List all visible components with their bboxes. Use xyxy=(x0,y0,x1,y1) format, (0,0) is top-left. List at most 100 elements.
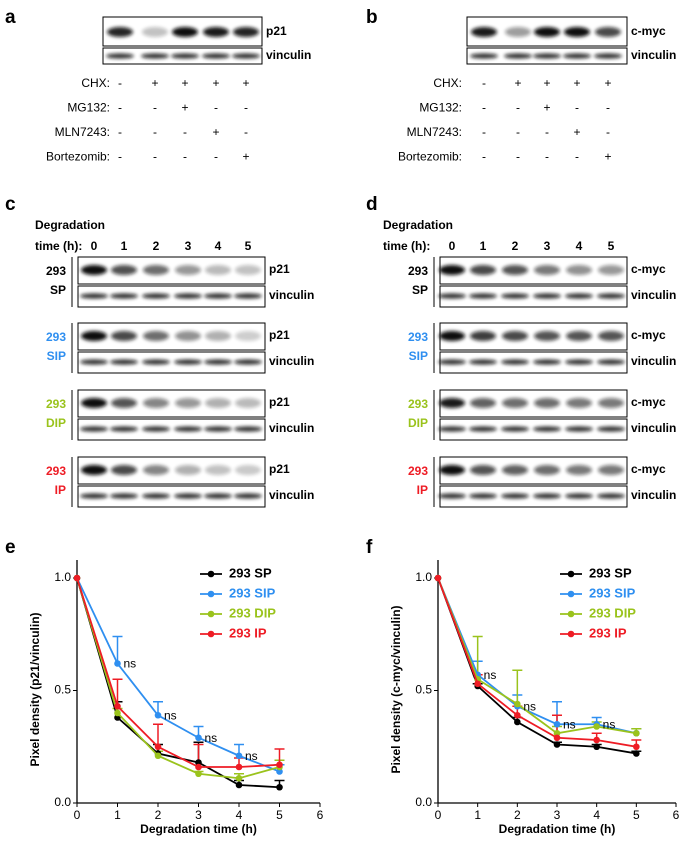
band xyxy=(81,398,107,408)
data-point xyxy=(474,680,481,688)
legend-label: 293 SP xyxy=(589,565,632,580)
target-label: vinculin xyxy=(631,48,676,62)
condition-mark: - xyxy=(606,125,610,139)
row-kind: SIP xyxy=(409,349,428,363)
series-line xyxy=(437,577,637,735)
error-bar xyxy=(112,635,123,664)
target-label: c-myc xyxy=(631,328,666,342)
band xyxy=(110,426,138,432)
band xyxy=(80,426,108,432)
band xyxy=(597,293,625,299)
x-tick-label: 5 xyxy=(276,808,283,822)
band xyxy=(204,493,232,499)
data-point xyxy=(593,736,600,744)
series-line xyxy=(76,577,280,768)
band xyxy=(107,27,133,37)
band xyxy=(110,493,138,499)
band xyxy=(204,359,232,365)
band xyxy=(174,426,202,432)
data-point xyxy=(114,660,121,667)
condition-mark: + xyxy=(573,76,580,90)
condition-mark: + xyxy=(573,125,580,139)
time-label: 0 xyxy=(91,239,98,253)
time-label: 1 xyxy=(480,239,487,253)
target-label: p21 xyxy=(269,262,290,276)
legend-swatch xyxy=(567,610,575,618)
band xyxy=(205,398,231,408)
band xyxy=(439,398,465,408)
row-kind: IP xyxy=(417,483,428,497)
annotation: ns xyxy=(124,657,137,671)
data-point xyxy=(553,734,561,742)
x-tick-label: 5 xyxy=(633,808,640,822)
annotation: ns xyxy=(484,668,497,682)
condition-mark: - xyxy=(183,125,187,139)
time-label: 5 xyxy=(608,239,615,253)
condition-mark: + xyxy=(242,150,249,164)
band xyxy=(469,493,497,499)
x-tick-label: 0 xyxy=(435,808,442,822)
band xyxy=(142,27,168,37)
panel-letter: e xyxy=(5,537,16,558)
legend-swatch xyxy=(567,590,575,598)
band xyxy=(563,53,591,59)
blot-frame xyxy=(77,389,266,418)
row-line: 293 xyxy=(46,397,66,411)
error-bar xyxy=(112,678,123,707)
condition-mark: - xyxy=(214,101,218,115)
band xyxy=(111,331,137,341)
target-label: c-myc xyxy=(631,262,666,276)
y-tick-label: 0.5 xyxy=(415,683,432,697)
band xyxy=(174,359,202,365)
band xyxy=(143,465,169,475)
band xyxy=(175,331,201,341)
target-label: p21 xyxy=(269,462,290,476)
y-tick-label: 0.0 xyxy=(54,795,71,809)
band xyxy=(234,493,262,499)
condition-mark: + xyxy=(514,76,521,90)
band xyxy=(534,331,560,341)
band xyxy=(175,398,201,408)
data-point xyxy=(633,743,640,751)
row-line: 293 xyxy=(408,264,428,278)
band xyxy=(533,53,561,59)
band xyxy=(505,27,531,37)
band xyxy=(504,53,532,59)
band xyxy=(142,493,170,499)
band xyxy=(233,27,259,37)
time-label: 2 xyxy=(512,239,519,253)
condition-mark: + xyxy=(181,101,188,115)
band xyxy=(80,359,108,365)
y-tick-label: 0.5 xyxy=(54,683,71,697)
data-point xyxy=(195,763,202,771)
condition-mark: - xyxy=(606,101,610,115)
band xyxy=(598,331,624,341)
band xyxy=(534,27,560,37)
band xyxy=(80,293,108,299)
condition-mark: - xyxy=(516,125,520,139)
x-tick-label: 6 xyxy=(673,808,680,822)
condition-mark: - xyxy=(214,150,218,164)
row-kind: SP xyxy=(412,283,428,297)
condition-mark: - xyxy=(244,101,248,115)
target-label: vinculin xyxy=(269,488,314,502)
band xyxy=(598,465,624,475)
condition-mark: + xyxy=(604,150,611,164)
band xyxy=(204,426,232,432)
x-axis-label: Degradation time (h) xyxy=(499,822,616,836)
band xyxy=(110,359,138,365)
data-point xyxy=(633,729,640,737)
error-bar xyxy=(512,669,523,704)
panel-letter: a xyxy=(5,7,16,28)
band xyxy=(534,265,560,275)
annotation: ns xyxy=(205,731,218,745)
band xyxy=(203,27,229,37)
legend-swatch xyxy=(567,630,575,638)
band xyxy=(439,465,465,475)
condition-label: Bortezomib: xyxy=(46,150,110,164)
condition-mark: - xyxy=(516,101,520,115)
data-point xyxy=(593,743,600,751)
condition-mark: - xyxy=(153,101,157,115)
condition-label: MLN7243: xyxy=(55,125,110,139)
